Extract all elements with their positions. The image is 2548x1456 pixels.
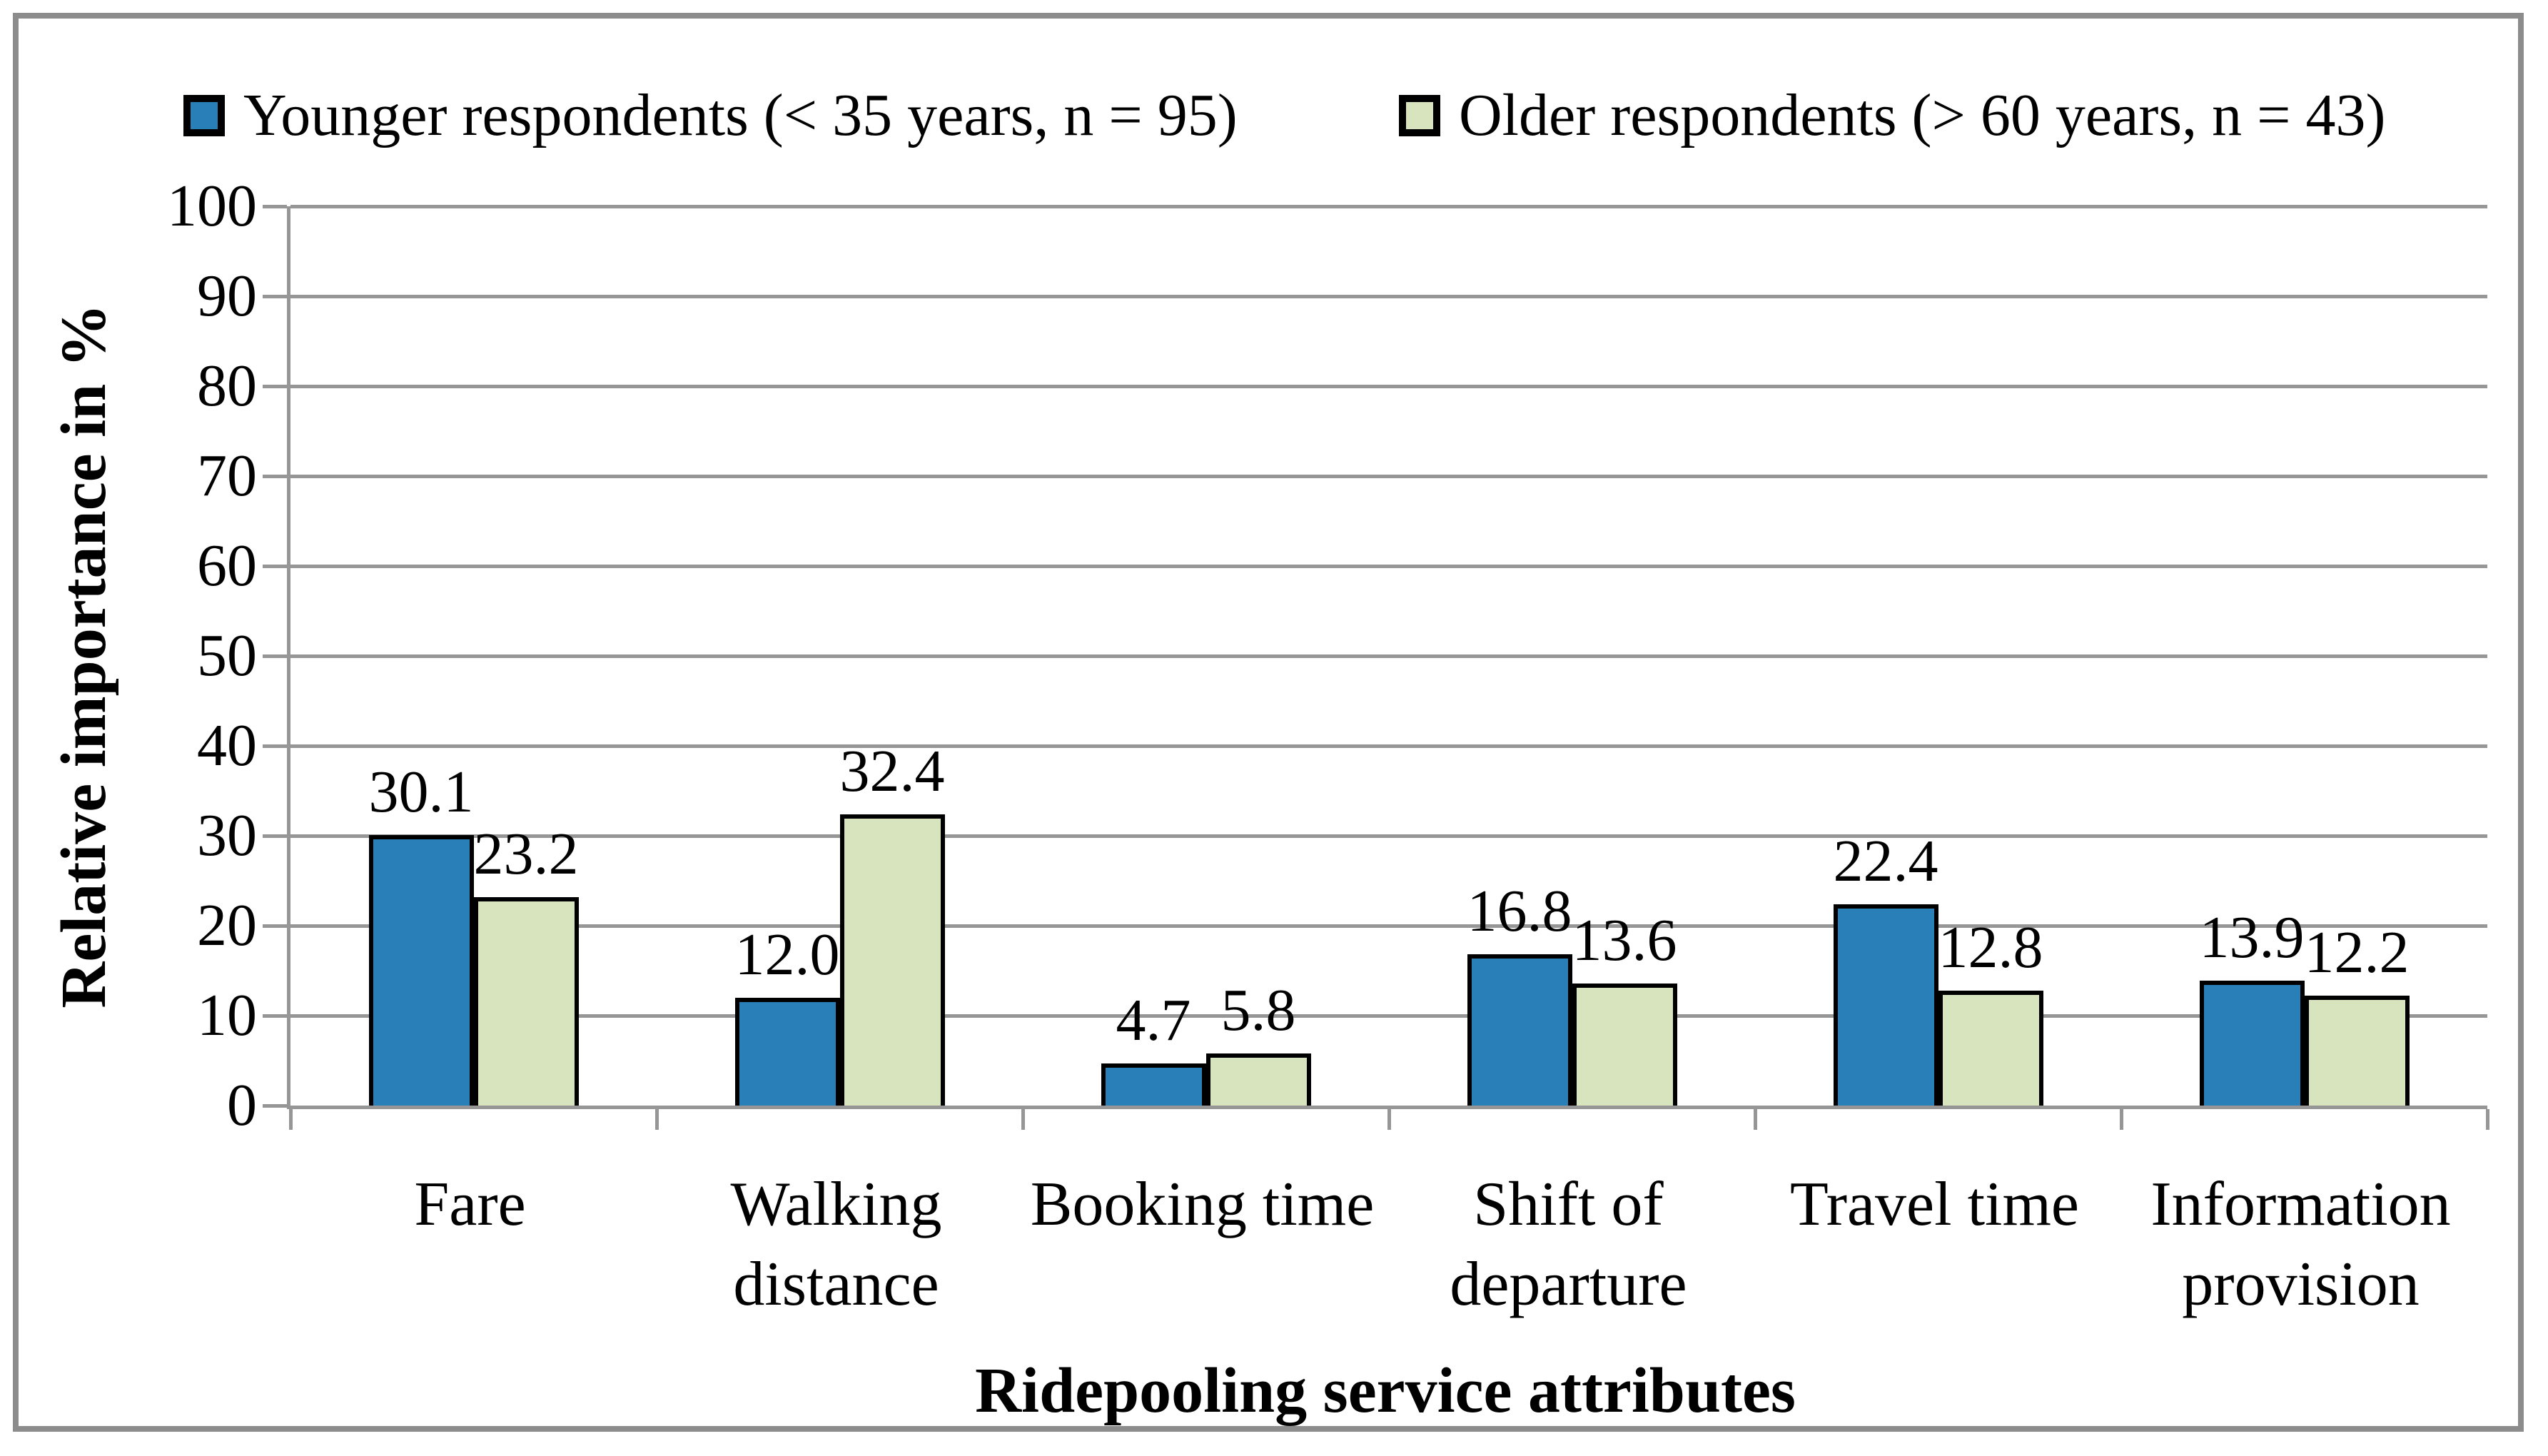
- category-label-1: Fare: [414, 1170, 526, 1239]
- bar-younger-2: [734, 997, 840, 1106]
- plot-area: 30.1 23.2 12.0 32.4 4.7 5.8 16.8 13.6 22.4 12.8 13…: [263, 204, 2489, 1130]
- y-tick-label-20: 20: [197, 892, 257, 959]
- category-label-2: Walking distance: [730, 1170, 942, 1319]
- x-axis-tick-6: [2485, 1109, 2489, 1130]
- x-axis-tick-5: [2119, 1109, 2123, 1130]
- y-tick-label-70: 70: [197, 443, 257, 509]
- figure-border: [13, 13, 2524, 1432]
- category-label-5: Travel time: [1790, 1170, 2079, 1239]
- y-tick-label-30: 30: [197, 802, 257, 869]
- y-tick-label-0: 0: [227, 1072, 257, 1138]
- x-axis-tick-3: [1387, 1109, 1391, 1130]
- x-axis-tick-2: [1021, 1109, 1025, 1130]
- x-axis-tick-1: [654, 1109, 659, 1130]
- bar-older-5: [1938, 990, 2043, 1106]
- category-label-3: Booking time: [1030, 1170, 1375, 1239]
- bar-older-1: [473, 896, 579, 1106]
- bar-younger-3: [1101, 1063, 1206, 1106]
- y-tick-label-100: 100: [167, 173, 257, 239]
- bar-value-label: 32.4: [839, 737, 945, 804]
- x-axis-tick-0: [288, 1109, 293, 1130]
- gridline-20: [290, 924, 2487, 928]
- bar-value-label: 12.2: [2304, 919, 2410, 986]
- y-axis-tick-30: [263, 834, 287, 838]
- y-axis-tick-100: [263, 204, 287, 208]
- gridline-70: [290, 474, 2487, 478]
- legend-swatch-older: [1399, 95, 1440, 136]
- bar-value-label: 12.8: [1938, 914, 2043, 981]
- y-axis-tick-70: [263, 474, 287, 478]
- bar-value-label: 13.9: [2199, 904, 2305, 971]
- gridline-60: [290, 564, 2487, 568]
- bar-younger-4: [1467, 954, 1572, 1106]
- bar-value-label: 5.8: [1220, 976, 1296, 1043]
- y-axis-tick-90: [263, 294, 287, 298]
- y-tick-label-10: 10: [197, 982, 257, 1048]
- y-axis-tick-60: [263, 564, 287, 568]
- bar-younger-5: [1833, 904, 1938, 1106]
- y-axis-tick-80: [263, 384, 287, 388]
- y-tick-label-60: 60: [197, 532, 257, 599]
- bar-younger-1: [368, 834, 474, 1106]
- gridline-90: [290, 294, 2487, 298]
- y-axis-tick-50: [263, 654, 287, 658]
- legend-label-younger: Younger respondents (< 35 years, n = 95): [243, 82, 1238, 148]
- y-tick-label-90: 90: [197, 263, 257, 329]
- bar-value-label: 12.0: [734, 921, 840, 988]
- category-label-4: Shift of departure: [1450, 1170, 1687, 1319]
- y-axis-tick-40: [263, 744, 287, 748]
- bar-value-label: 30.1: [368, 758, 474, 825]
- bar-value-label: 23.2: [473, 820, 579, 887]
- bar-younger-6: [2199, 980, 2305, 1106]
- gridline-100: [290, 204, 2487, 208]
- y-axis-tick-20: [263, 924, 287, 928]
- bar-value-label: 13.6: [1572, 906, 1677, 974]
- bar-value-label: 4.7: [1116, 986, 1191, 1053]
- legend-item-younger: Younger respondents (< 35 years, n = 95): [183, 76, 1238, 156]
- bar-older-3: [1205, 1053, 1311, 1106]
- bar-older-2: [839, 814, 945, 1106]
- bar-older-6: [2304, 996, 2410, 1106]
- bar-value-label: 22.4: [1833, 827, 1938, 894]
- gridline-50: [290, 654, 2487, 658]
- gridline-80: [290, 384, 2487, 388]
- bar-value-label: 16.8: [1467, 878, 1572, 945]
- gridline-10: [290, 1013, 2487, 1018]
- legend-swatch-younger: [183, 95, 225, 136]
- y-tick-label-80: 80: [197, 353, 257, 419]
- gridline-30: [290, 834, 2487, 838]
- y-axis-tick-10: [263, 1013, 287, 1018]
- legend-item-older: Older respondents (> 60 years, n = 43): [1399, 76, 2385, 156]
- y-tick-label-50: 50: [197, 622, 257, 689]
- category-label-6: Information provision: [2150, 1170, 2451, 1319]
- x-axis-tick-4: [1753, 1109, 1757, 1130]
- x-axis-title: Ridepooling service attributes: [975, 1355, 1796, 1426]
- gridline-40: [290, 744, 2487, 748]
- bar-older-4: [1572, 983, 1677, 1106]
- y-axis-tick-0: [263, 1103, 287, 1108]
- legend-label-older: Older respondents (> 60 years, n = 43): [1459, 82, 2386, 148]
- y-tick-label-40: 40: [197, 712, 257, 779]
